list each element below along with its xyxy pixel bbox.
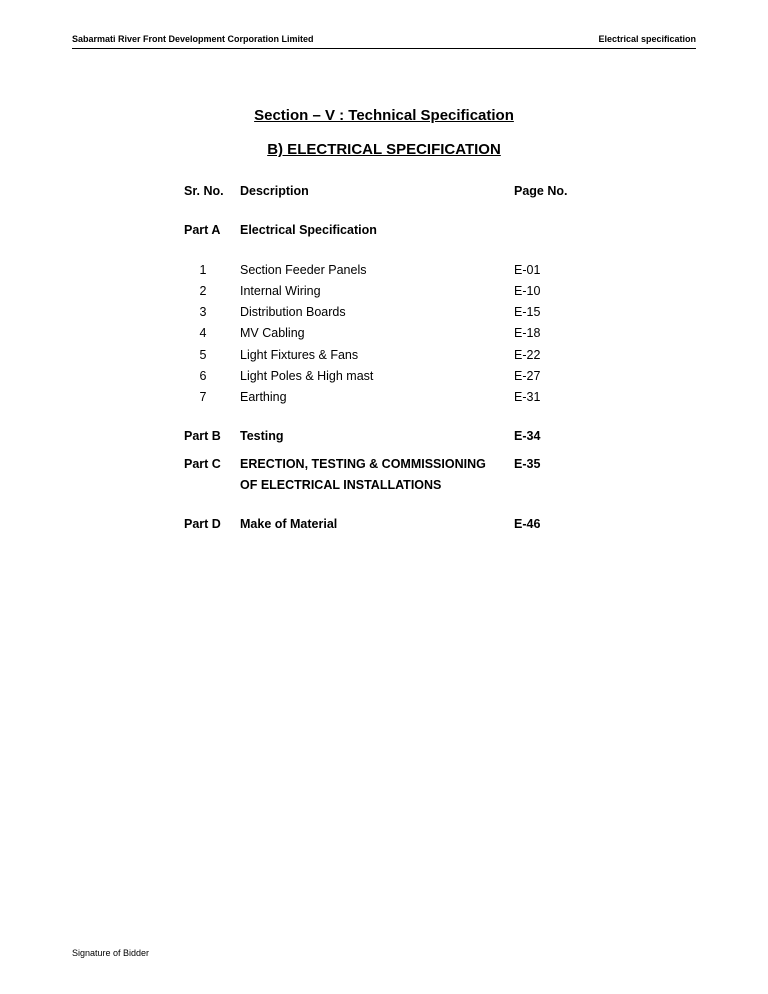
page: Sabarmati River Front Development Corpor… <box>0 0 768 535</box>
toc-item-page: E-22 <box>514 345 584 366</box>
part-d-page: E-46 <box>514 514 584 535</box>
toc-item-desc: Earthing <box>240 387 514 408</box>
col-header-page: Page No. <box>514 181 584 202</box>
part-d-title: Make of Material <box>240 514 514 535</box>
toc-item-page: E-18 <box>514 323 584 344</box>
page-header: Sabarmati River Front Development Corpor… <box>72 34 696 49</box>
toc-item: 7EarthingE-31 <box>184 387 584 408</box>
col-header-desc: Description <box>240 181 514 202</box>
table-of-contents: Sr. No. Description Page No. Part A Elec… <box>184 181 584 535</box>
part-c-label: Part C <box>184 454 240 475</box>
part-c-row: Part C ERECTION, TESTING & COMMISSIONING… <box>184 454 584 497</box>
toc-item-num: 4 <box>184 323 240 344</box>
title-block: Section – V : Technical Specification B)… <box>72 107 696 159</box>
part-b-title: Testing <box>240 426 514 447</box>
toc-item-desc: Light Fixtures & Fans <box>240 345 514 366</box>
part-a-label: Part A <box>184 220 240 241</box>
toc-item-num: 2 <box>184 281 240 302</box>
toc-item-desc: Distribution Boards <box>240 302 514 323</box>
header-left: Sabarmati River Front Development Corpor… <box>72 34 314 44</box>
toc-item: 1Section Feeder PanelsE-01 <box>184 260 584 281</box>
part-d-label: Part D <box>184 514 240 535</box>
header-right: Electrical specification <box>598 34 696 44</box>
part-a-title: Electrical Specification <box>240 220 514 241</box>
toc-item-num: 6 <box>184 366 240 387</box>
section-title: Section – V : Technical Specification <box>254 107 514 124</box>
part-b-page: E-34 <box>514 426 584 447</box>
footer-signature: Signature of Bidder <box>72 948 149 958</box>
part-c-title: ERECTION, TESTING & COMMISSIONING OF ELE… <box>240 454 514 497</box>
toc-item-page: E-27 <box>514 366 584 387</box>
col-header-sr: Sr. No. <box>184 181 240 202</box>
part-b-label: Part B <box>184 426 240 447</box>
toc-item-desc: Light Poles & High mast <box>240 366 514 387</box>
toc-item: 4MV CablingE-18 <box>184 323 584 344</box>
part-d-row: Part D Make of Material E-46 <box>184 514 584 535</box>
toc-header-row: Sr. No. Description Page No. <box>184 181 584 202</box>
toc-item-page: E-01 <box>514 260 584 281</box>
toc-item-num: 7 <box>184 387 240 408</box>
toc-item: 5Light Fixtures & FansE-22 <box>184 345 584 366</box>
toc-item-num: 3 <box>184 302 240 323</box>
toc-item: 3Distribution BoardsE-15 <box>184 302 584 323</box>
toc-item-desc: Internal Wiring <box>240 281 514 302</box>
section-subtitle: B) ELECTRICAL SPECIFICATION <box>267 141 501 158</box>
toc-item-num: 1 <box>184 260 240 281</box>
toc-item-page: E-31 <box>514 387 584 408</box>
part-b-row: Part B Testing E-34 <box>184 426 584 447</box>
part-c-page: E-35 <box>514 454 584 475</box>
toc-item: 6Light Poles & High mastE-27 <box>184 366 584 387</box>
toc-item-page: E-10 <box>514 281 584 302</box>
toc-item-desc: Section Feeder Panels <box>240 260 514 281</box>
part-a-row: Part A Electrical Specification <box>184 220 584 241</box>
toc-item: 2Internal WiringE-10 <box>184 281 584 302</box>
toc-item-page: E-15 <box>514 302 584 323</box>
toc-item-desc: MV Cabling <box>240 323 514 344</box>
toc-item-num: 5 <box>184 345 240 366</box>
